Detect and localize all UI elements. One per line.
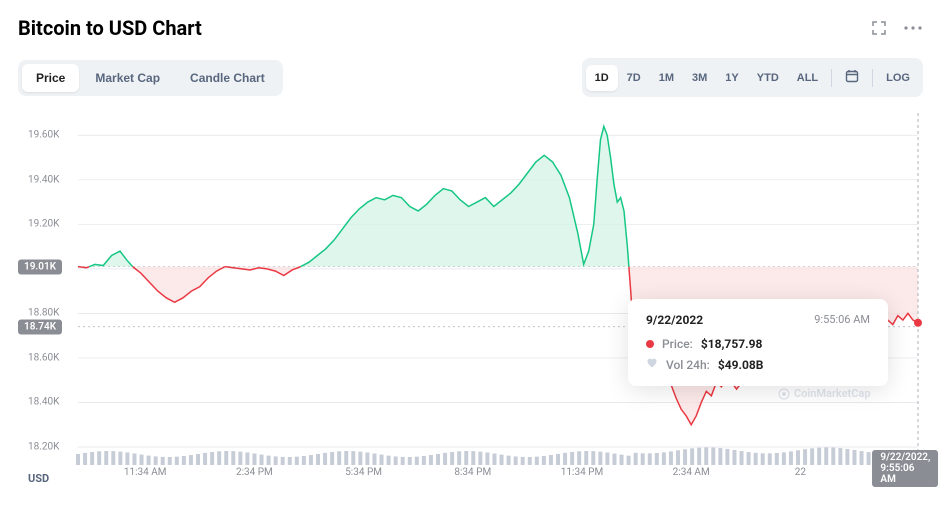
x-tick-label: 11:34 PM — [561, 467, 603, 478]
tooltip-row: Vol 24h: $49.08B — [646, 357, 870, 372]
tab-candle-chart[interactable]: Candle Chart — [176, 64, 279, 92]
fullscreen-icon[interactable] — [869, 18, 889, 38]
heart-icon — [646, 357, 658, 372]
y-tick-label: 18.20K — [28, 442, 59, 453]
baseline-badge: 19.01K — [18, 259, 62, 274]
y-tick-label: 18.60K — [28, 352, 59, 363]
chart-controls: PriceMarket CapCandle Chart 1D7D1M3M1YYT… — [18, 58, 923, 97]
calendar-icon[interactable] — [836, 62, 868, 93]
price-tooltip: 9/22/2022 9:55:06 AM Price: $18,757.98 Vol… — [628, 299, 888, 386]
range-tabs: 1D7D1M3M1YYTDALL LOG — [582, 58, 923, 97]
range-ytd[interactable]: YTD — [748, 65, 788, 91]
currency-label: USD — [28, 472, 49, 485]
view-tabs: PriceMarket CapCandle Chart — [18, 60, 283, 96]
watermark: CoinMarketCap — [778, 387, 871, 400]
tooltip-label: Vol 24h: — [666, 358, 710, 372]
range-3m[interactable]: 3M — [683, 65, 716, 91]
range-1d[interactable]: 1D — [586, 65, 618, 91]
range-7d[interactable]: 7D — [618, 65, 650, 91]
tooltip-row: Price: $18,757.98 — [646, 337, 870, 351]
separator — [831, 69, 832, 87]
chart-area: 19.60K19.40K19.20K19.00K18.80K18.60K18.4… — [18, 107, 923, 487]
tooltip-dot-icon — [646, 340, 654, 348]
tab-market-cap[interactable]: Market Cap — [81, 64, 174, 92]
x-axis-labels: 11:34 AM 2:34 PM 5:34 PM 8:34 PM 11:34 PM 2:3… — [78, 467, 923, 487]
last-price-badge: 18.74K — [18, 319, 62, 334]
tooltip-value: $49.08B — [718, 358, 764, 372]
chart-header: Bitcoin to USD Chart — [18, 16, 923, 40]
more-icon[interactable] — [903, 18, 923, 38]
page-title: Bitcoin to USD Chart — [18, 16, 202, 40]
y-tick-label: 19.20K — [28, 219, 59, 230]
range-1y[interactable]: 1Y — [716, 65, 747, 91]
header-actions — [869, 18, 923, 38]
tooltip-value: $18,757.98 — [701, 337, 763, 351]
x-tick-label: 2:34 PM — [236, 467, 273, 478]
y-tick-label: 19.60K — [28, 130, 59, 141]
x-tick-label: 5:34 PM — [345, 467, 382, 478]
x-tick-label: 22 — [795, 467, 806, 478]
x-tick-label: 8:34 PM — [454, 467, 491, 478]
y-tick-label: 19.40K — [28, 174, 59, 185]
tooltip-label: Price: — [662, 337, 693, 351]
separator — [872, 69, 873, 87]
x-tick-label: 2:34 AM — [673, 467, 710, 478]
x-active-label: 9/22/2022, 9:55:06 AM — [872, 450, 938, 487]
y-tick-label: 18.40K — [28, 397, 59, 408]
tooltip-time: 9:55:06 AM — [814, 313, 870, 327]
tab-price[interactable]: Price — [22, 64, 79, 92]
log-toggle[interactable]: LOG — [877, 65, 919, 91]
x-tick-label: 11:34 AM — [124, 467, 167, 478]
price-chart[interactable] — [18, 107, 923, 487]
watermark-text: CoinMarketCap — [794, 387, 871, 400]
range-all[interactable]: ALL — [788, 65, 827, 91]
y-tick-label: 18.80K — [28, 308, 59, 319]
range-1m[interactable]: 1M — [650, 65, 683, 91]
tooltip-date: 9/22/2022 — [646, 313, 703, 327]
